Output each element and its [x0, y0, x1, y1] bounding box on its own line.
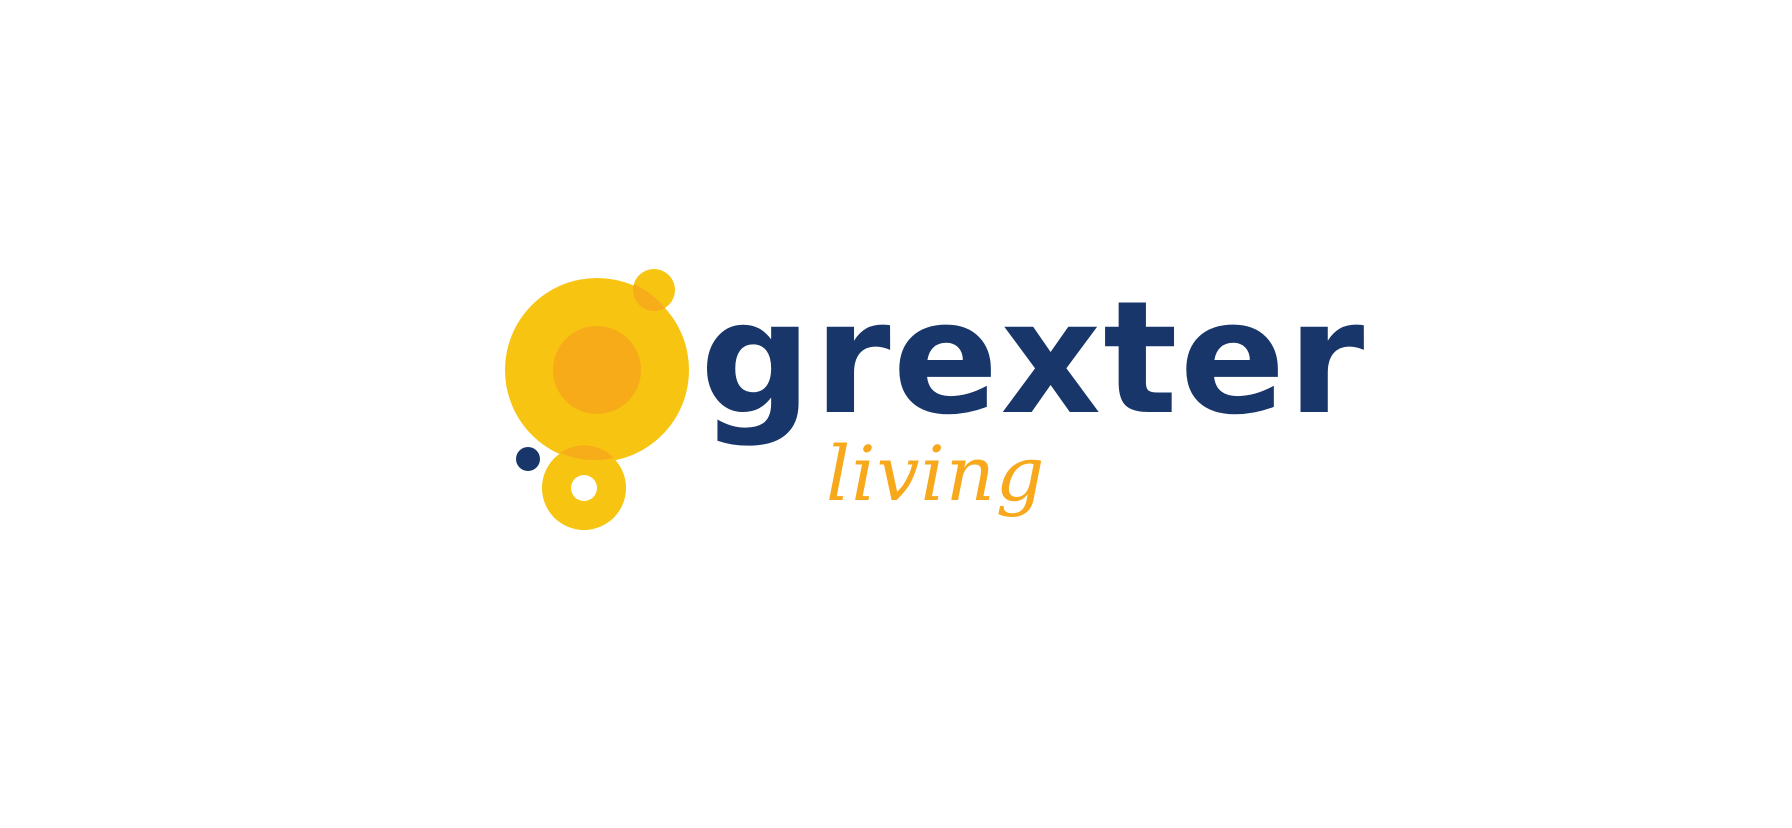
inner-orange-circle: [553, 326, 641, 414]
ring-hole: [571, 475, 597, 501]
bubble-overlap-top: [633, 284, 665, 312]
navy-dot: [516, 447, 540, 471]
brand-wordmark: grexter: [700, 267, 1367, 449]
brand-tagline: living: [826, 429, 1046, 518]
ring-overlap: [560, 445, 614, 460]
